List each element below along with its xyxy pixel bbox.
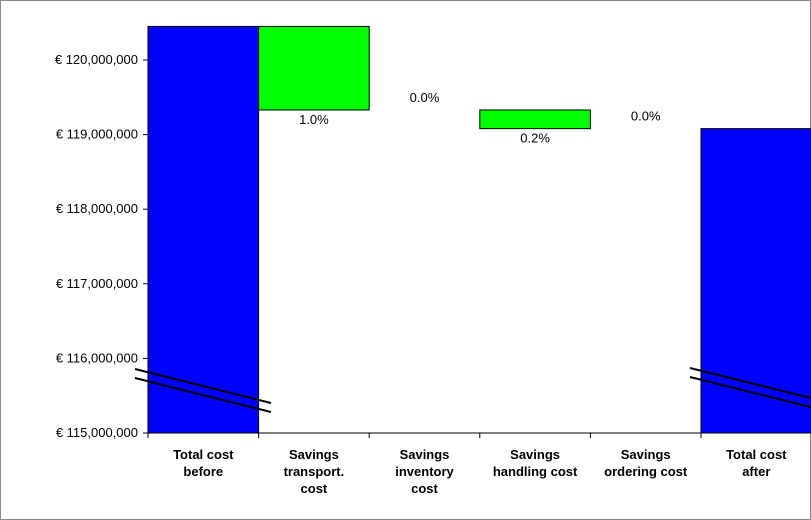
- axis-break-mark: [134, 368, 272, 404]
- category-label-line: Savings: [289, 447, 339, 462]
- category-label-line: ordering cost: [604, 464, 688, 479]
- category-label: Savings handling cost: [493, 447, 578, 479]
- axis-break-mark: [134, 377, 272, 413]
- category-label-line: handling cost: [493, 464, 578, 479]
- category-label-line: cost: [411, 481, 438, 496]
- category-label-line: cost: [301, 481, 328, 496]
- y-tick-label: € 120,000,000: [55, 52, 138, 67]
- y-tick-label: € 115,000,000: [56, 425, 138, 440]
- category-label-line: after: [742, 464, 770, 479]
- category-label-line: Total cost: [173, 447, 234, 462]
- data-label: 0.0%: [631, 109, 661, 124]
- category-label: Total cost after: [726, 447, 787, 479]
- category-label-line: Savings: [510, 447, 560, 462]
- y-tick-label: € 116,000,000: [56, 350, 138, 365]
- category-label-line: Savings: [400, 447, 450, 462]
- total-bar: [147, 25, 260, 434]
- total-bar: [700, 128, 811, 434]
- category-label: Savings transport. cost: [284, 447, 345, 496]
- data-label: 0.2%: [520, 131, 550, 146]
- category-label-line: transport.: [284, 464, 345, 479]
- category-label: Savings ordering cost: [604, 447, 688, 479]
- axis-break-mark: [689, 376, 811, 408]
- category-label: Total cost before: [173, 447, 234, 479]
- category-label-line: Total cost: [726, 447, 787, 462]
- category-label-line: inventory: [395, 464, 454, 479]
- data-label: 0.0%: [410, 90, 440, 105]
- axis-break-mark: [689, 367, 811, 399]
- savings-bar: [479, 109, 591, 130]
- category-label-line: Savings: [621, 447, 671, 462]
- y-tick-label: € 118,000,000: [56, 201, 138, 216]
- category-label: Savings inventory cost: [395, 447, 454, 496]
- savings-bar: [258, 25, 370, 111]
- category-label-line: before: [183, 464, 223, 479]
- y-tick-label: € 117,000,000: [56, 276, 138, 291]
- data-label: 1.0%: [299, 112, 329, 127]
- y-tick-label: € 119,000,000: [56, 127, 138, 142]
